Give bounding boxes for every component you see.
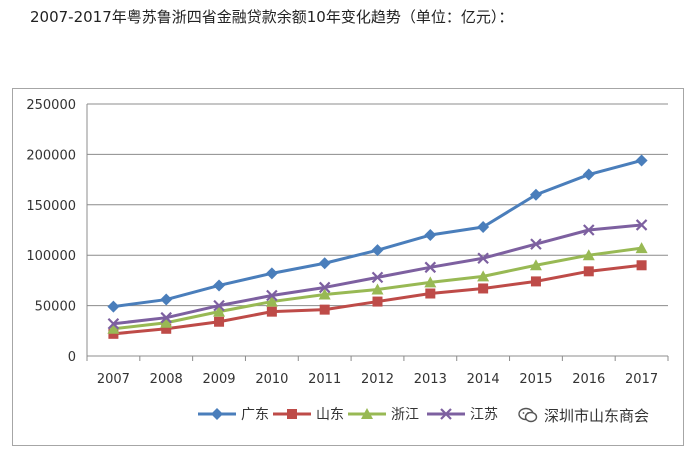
data-point [108,328,119,339]
watermark-text: 深圳市山东商会 [544,406,650,425]
data-point [424,229,437,242]
data-point [371,244,384,257]
data-point [107,322,120,334]
x-tick-label: 2013 [414,372,447,387]
data-point [266,289,278,302]
y-tick-label: 0 [68,350,76,365]
data-point [424,261,437,274]
x-tick-label: 2015 [519,372,552,387]
y-tick-label: 250000 [26,98,76,113]
legend-label: 山东 [316,407,344,423]
data-point [213,305,226,317]
data-point [582,168,595,181]
data-point [160,293,173,306]
data-point [425,288,436,299]
data-point [477,270,490,282]
data-point [582,249,595,261]
chart-frame [12,88,684,446]
data-point [318,281,331,294]
x-tick-label: 2011 [308,372,341,387]
x-tick-label: 2008 [150,372,183,387]
legend-marker [211,408,223,420]
data-point [635,219,648,231]
x-tick-label: 2017 [625,372,658,387]
data-point [582,224,595,236]
data-point [635,242,648,254]
data-point [160,316,173,328]
data-point [477,252,489,265]
legend-marker [287,409,297,419]
data-point [529,259,542,271]
legend-label: 浙江 [391,407,419,423]
data-point [318,288,331,300]
wechat-icon [518,407,538,423]
y-tick-label: 150000 [26,199,76,214]
data-point [372,296,383,307]
x-tick-label: 2016 [572,372,605,387]
data-point [478,283,489,294]
data-point [530,238,542,250]
data-point [636,260,647,271]
legend-marker [361,408,373,419]
legend-label: 江苏 [470,407,498,423]
series-line-3 [113,223,642,326]
data-point [265,267,278,280]
x-tick-label: 2012 [361,372,394,387]
data-point [583,266,594,277]
y-tick-label: 200000 [26,148,76,163]
data-point [530,276,541,287]
watermark: 深圳市山东商会 [518,404,650,426]
data-point [107,317,120,330]
x-tick-label: 2014 [467,372,500,387]
x-tick-label: 2009 [202,372,235,387]
data-point [371,283,384,295]
x-tick-label: 2007 [97,372,130,387]
data-point [214,316,225,327]
y-tick-label: 100000 [26,249,76,264]
data-point [529,188,542,201]
data-point [213,299,225,312]
data-point [160,311,173,324]
data-point [107,300,120,313]
legend-marker [440,408,452,420]
data-point [424,276,437,288]
chart-headline: 2007-2017年粤苏鲁浙四省金融贷款余额10年变化趋势（单位：亿元）： [30,8,514,26]
data-point [213,279,226,292]
data-point [266,306,277,317]
y-tick-label: 50000 [35,300,76,315]
data-point [161,323,172,334]
data-point [371,271,384,284]
x-tick-label: 2010 [255,372,288,387]
data-point [477,220,490,233]
data-point [319,304,330,315]
data-point [265,295,278,307]
legend-label: 广东 [241,407,269,423]
data-point [635,154,648,167]
data-point [318,257,331,270]
